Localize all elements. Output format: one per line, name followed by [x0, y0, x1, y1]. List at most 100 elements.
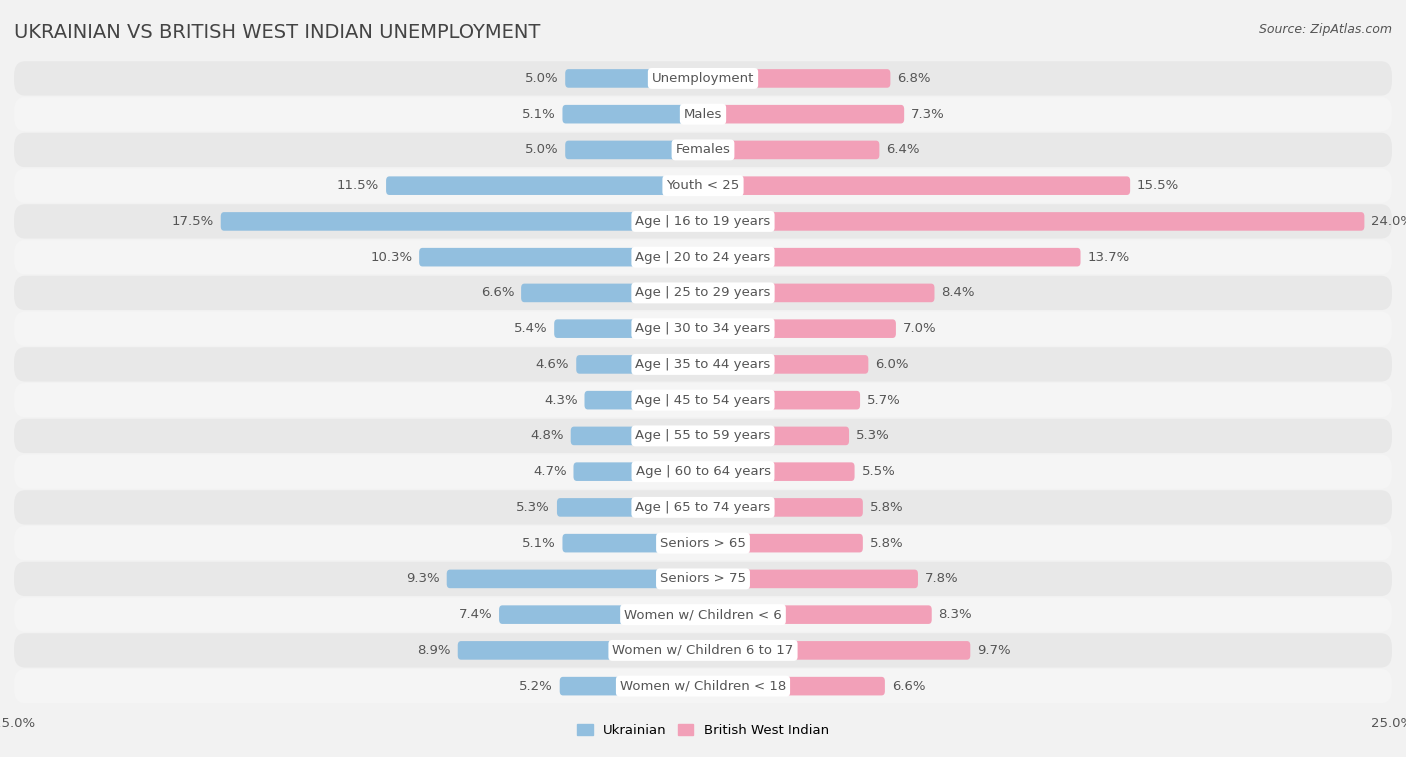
Text: 8.9%: 8.9%	[418, 644, 451, 657]
FancyBboxPatch shape	[458, 641, 703, 659]
FancyBboxPatch shape	[703, 319, 896, 338]
FancyBboxPatch shape	[703, 284, 935, 302]
FancyBboxPatch shape	[703, 569, 918, 588]
FancyBboxPatch shape	[703, 641, 970, 659]
FancyBboxPatch shape	[562, 534, 703, 553]
Text: 5.3%: 5.3%	[856, 429, 890, 442]
Text: Males: Males	[683, 107, 723, 120]
Text: 7.0%: 7.0%	[903, 322, 936, 335]
Text: 10.3%: 10.3%	[370, 251, 412, 263]
Text: 8.4%: 8.4%	[942, 286, 974, 300]
Text: 5.3%: 5.3%	[516, 501, 550, 514]
Text: 5.0%: 5.0%	[524, 143, 558, 157]
FancyBboxPatch shape	[703, 212, 1364, 231]
Text: Age | 65 to 74 years: Age | 65 to 74 years	[636, 501, 770, 514]
Text: Age | 25 to 29 years: Age | 25 to 29 years	[636, 286, 770, 300]
Text: 11.5%: 11.5%	[337, 179, 380, 192]
FancyBboxPatch shape	[585, 391, 703, 410]
FancyBboxPatch shape	[14, 347, 1392, 382]
FancyBboxPatch shape	[14, 97, 1392, 131]
Text: 4.3%: 4.3%	[544, 394, 578, 407]
FancyBboxPatch shape	[703, 391, 860, 410]
Text: 6.8%: 6.8%	[897, 72, 931, 85]
Text: Age | 45 to 54 years: Age | 45 to 54 years	[636, 394, 770, 407]
FancyBboxPatch shape	[14, 633, 1392, 668]
FancyBboxPatch shape	[14, 526, 1392, 560]
Text: 7.8%: 7.8%	[925, 572, 959, 585]
FancyBboxPatch shape	[703, 677, 884, 696]
Text: 5.8%: 5.8%	[870, 537, 903, 550]
Text: 6.6%: 6.6%	[481, 286, 515, 300]
Text: 9.3%: 9.3%	[406, 572, 440, 585]
Text: Age | 55 to 59 years: Age | 55 to 59 years	[636, 429, 770, 442]
Text: Women w/ Children < 18: Women w/ Children < 18	[620, 680, 786, 693]
FancyBboxPatch shape	[703, 176, 1130, 195]
Text: 5.2%: 5.2%	[519, 680, 553, 693]
FancyBboxPatch shape	[703, 141, 879, 159]
Text: UKRAINIAN VS BRITISH WEST INDIAN UNEMPLOYMENT: UKRAINIAN VS BRITISH WEST INDIAN UNEMPLO…	[14, 23, 540, 42]
FancyBboxPatch shape	[554, 319, 703, 338]
FancyBboxPatch shape	[419, 248, 703, 266]
FancyBboxPatch shape	[703, 606, 932, 624]
FancyBboxPatch shape	[703, 498, 863, 517]
Text: 7.3%: 7.3%	[911, 107, 945, 120]
FancyBboxPatch shape	[14, 419, 1392, 453]
FancyBboxPatch shape	[14, 276, 1392, 310]
FancyBboxPatch shape	[14, 383, 1392, 417]
Text: 5.5%: 5.5%	[862, 465, 896, 478]
FancyBboxPatch shape	[14, 311, 1392, 346]
Text: Age | 16 to 19 years: Age | 16 to 19 years	[636, 215, 770, 228]
Text: Seniors > 75: Seniors > 75	[659, 572, 747, 585]
FancyBboxPatch shape	[14, 204, 1392, 238]
FancyBboxPatch shape	[571, 427, 703, 445]
Text: 5.7%: 5.7%	[868, 394, 901, 407]
FancyBboxPatch shape	[703, 355, 869, 374]
Legend: Ukrainian, British West Indian: Ukrainian, British West Indian	[572, 719, 834, 743]
Text: Source: ZipAtlas.com: Source: ZipAtlas.com	[1258, 23, 1392, 36]
FancyBboxPatch shape	[447, 569, 703, 588]
Text: 8.3%: 8.3%	[939, 608, 972, 621]
Text: 4.6%: 4.6%	[536, 358, 569, 371]
FancyBboxPatch shape	[703, 69, 890, 88]
FancyBboxPatch shape	[387, 176, 703, 195]
Text: 17.5%: 17.5%	[172, 215, 214, 228]
FancyBboxPatch shape	[576, 355, 703, 374]
Text: 24.0%: 24.0%	[1371, 215, 1406, 228]
Text: 6.4%: 6.4%	[886, 143, 920, 157]
Text: 5.1%: 5.1%	[522, 537, 555, 550]
Text: 5.0%: 5.0%	[524, 72, 558, 85]
FancyBboxPatch shape	[499, 606, 703, 624]
Text: Females: Females	[675, 143, 731, 157]
Text: 15.5%: 15.5%	[1137, 179, 1180, 192]
Text: 4.7%: 4.7%	[533, 465, 567, 478]
FancyBboxPatch shape	[14, 491, 1392, 525]
Text: 13.7%: 13.7%	[1087, 251, 1129, 263]
FancyBboxPatch shape	[703, 463, 855, 481]
FancyBboxPatch shape	[703, 248, 1081, 266]
FancyBboxPatch shape	[560, 677, 703, 696]
Text: Seniors > 65: Seniors > 65	[659, 537, 747, 550]
Text: 5.8%: 5.8%	[870, 501, 903, 514]
Text: Women w/ Children < 6: Women w/ Children < 6	[624, 608, 782, 621]
Text: Age | 30 to 34 years: Age | 30 to 34 years	[636, 322, 770, 335]
FancyBboxPatch shape	[14, 562, 1392, 596]
FancyBboxPatch shape	[14, 669, 1392, 703]
FancyBboxPatch shape	[14, 240, 1392, 274]
Text: Age | 20 to 24 years: Age | 20 to 24 years	[636, 251, 770, 263]
Text: Unemployment: Unemployment	[652, 72, 754, 85]
FancyBboxPatch shape	[703, 534, 863, 553]
FancyBboxPatch shape	[557, 498, 703, 517]
Text: 5.4%: 5.4%	[513, 322, 547, 335]
FancyBboxPatch shape	[703, 427, 849, 445]
Text: 7.4%: 7.4%	[458, 608, 492, 621]
FancyBboxPatch shape	[14, 61, 1392, 95]
FancyBboxPatch shape	[703, 105, 904, 123]
FancyBboxPatch shape	[221, 212, 703, 231]
FancyBboxPatch shape	[565, 69, 703, 88]
Text: 6.6%: 6.6%	[891, 680, 925, 693]
Text: Youth < 25: Youth < 25	[666, 179, 740, 192]
FancyBboxPatch shape	[14, 132, 1392, 167]
FancyBboxPatch shape	[14, 454, 1392, 489]
FancyBboxPatch shape	[522, 284, 703, 302]
Text: 4.8%: 4.8%	[530, 429, 564, 442]
